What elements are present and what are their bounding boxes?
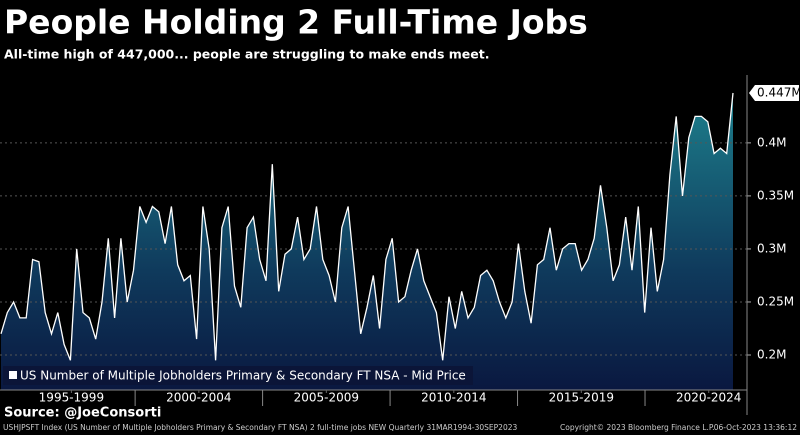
line	[0, 92, 734, 361]
plot-area: 0.2M 0.25M 0.3M 0.35M 0.4M 1995-1999 2000-2004…	[0, 75, 800, 415]
value-label-box	[749, 85, 799, 102]
legend-swatch	[9, 371, 17, 379]
value-label: 0.447M	[757, 86, 800, 100]
x-tick-label: 2005-2009	[294, 391, 359, 405]
area	[1, 93, 733, 390]
footer-copyright: Copyright© 2023 Bloomberg Finance L.P.	[560, 423, 715, 432]
chart-subtitle: All-time high of 447,000... people are s…	[4, 47, 490, 62]
x-tick-label: 2000-2004	[166, 391, 231, 405]
chart-title: People Holding 2 Full-Time Jobs	[4, 3, 588, 42]
x-tick-label: 2020-2024	[676, 391, 741, 405]
legend-box	[3, 366, 473, 385]
legend-label: US Number of Multiple Jobholders Primary…	[20, 369, 466, 383]
y-tick-label: 0.2M	[757, 348, 786, 362]
footer-index: USHJPSFT Index (US Number of Multiple Jo…	[3, 423, 517, 432]
y-tick-label: 0.4M	[757, 135, 786, 149]
y-tick-label: 0.35M	[757, 188, 794, 202]
x-tick-label: 2010-2014	[421, 391, 486, 405]
footer-timestamp: 06-Oct-2023 13:36:12	[714, 423, 798, 432]
x-tick-label: 2015-2019	[549, 391, 614, 405]
y-tick-label: 0.25M	[757, 294, 794, 308]
source: Source: @JoeConsorti	[4, 406, 161, 421]
x-tick-label: 1995-1999	[39, 391, 104, 405]
y-tick-label: 0.3M	[757, 241, 786, 255]
